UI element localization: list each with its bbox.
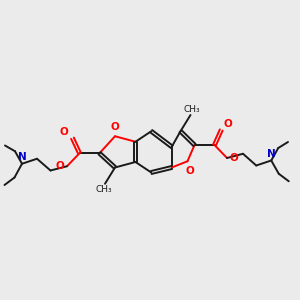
Text: O: O bbox=[185, 166, 194, 176]
Text: CH₃: CH₃ bbox=[95, 185, 112, 194]
Text: O: O bbox=[230, 153, 238, 163]
Text: CH₃: CH₃ bbox=[183, 105, 200, 114]
Text: N: N bbox=[18, 152, 26, 163]
Text: O: O bbox=[111, 122, 119, 132]
Text: O: O bbox=[60, 127, 69, 137]
Text: O: O bbox=[56, 161, 64, 171]
Text: N: N bbox=[267, 149, 276, 159]
Text: O: O bbox=[224, 119, 233, 129]
